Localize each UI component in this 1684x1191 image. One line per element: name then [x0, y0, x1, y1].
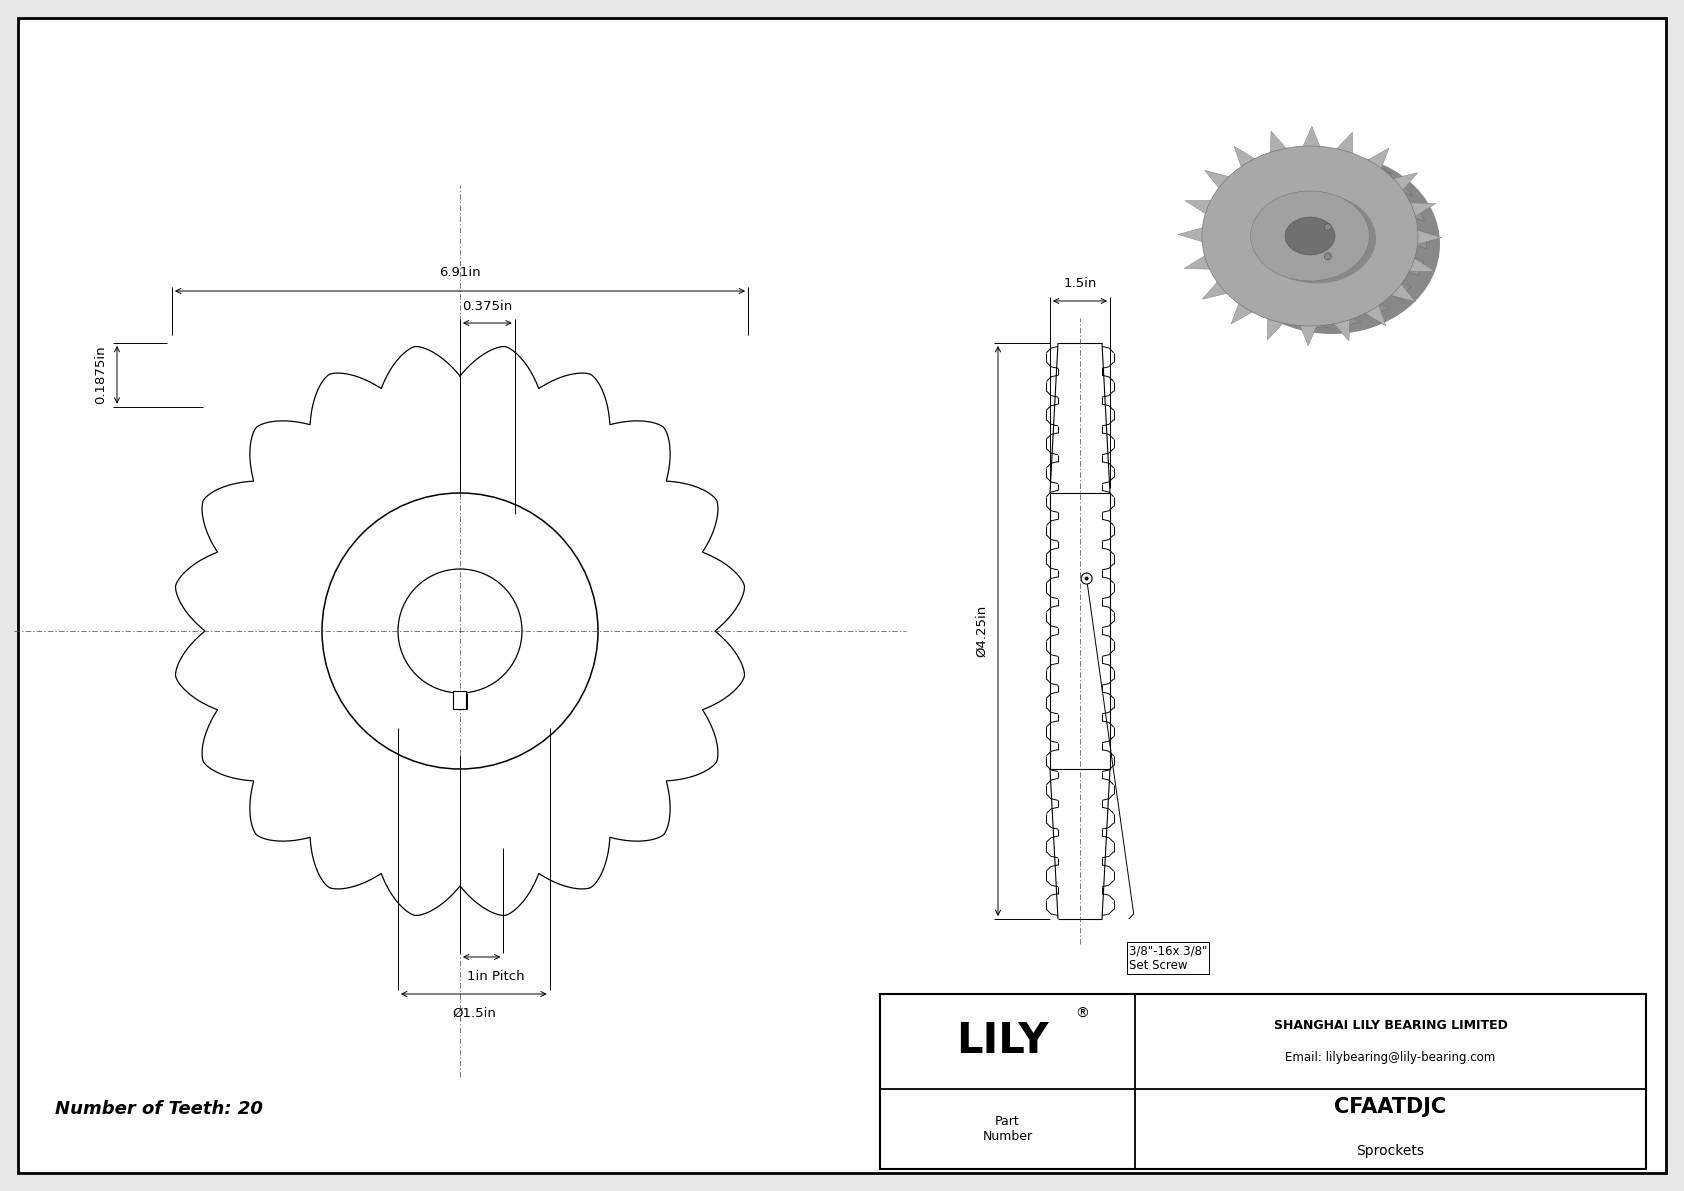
Polygon shape — [1270, 131, 1288, 155]
Polygon shape — [1186, 200, 1212, 214]
Polygon shape — [1406, 257, 1423, 275]
Text: Ø4.25in: Ø4.25in — [975, 605, 989, 657]
Polygon shape — [1406, 257, 1435, 272]
Polygon shape — [1415, 230, 1426, 249]
Polygon shape — [1415, 230, 1442, 245]
Polygon shape — [1332, 318, 1361, 326]
Polygon shape — [1408, 202, 1436, 217]
Text: LILY: LILY — [957, 1021, 1049, 1062]
Ellipse shape — [1258, 193, 1376, 283]
Polygon shape — [1300, 324, 1317, 345]
Polygon shape — [1234, 146, 1256, 169]
Text: Number of Teeth: 20: Number of Teeth: 20 — [56, 1100, 263, 1118]
Polygon shape — [1270, 150, 1298, 158]
Text: 0.375in: 0.375in — [461, 300, 512, 313]
Polygon shape — [1221, 177, 1243, 193]
Bar — [881, 994, 1645, 1170]
Polygon shape — [1207, 200, 1224, 219]
Polygon shape — [1300, 324, 1329, 328]
Polygon shape — [1335, 132, 1352, 155]
Text: Email: lilybearing@lily-bearing.com: Email: lilybearing@lily-bearing.com — [1285, 1050, 1495, 1064]
Circle shape — [1324, 224, 1332, 231]
Polygon shape — [1184, 255, 1212, 269]
Text: Ø1.5in: Ø1.5in — [451, 1008, 495, 1019]
Polygon shape — [1268, 317, 1285, 339]
Polygon shape — [1391, 173, 1418, 192]
Polygon shape — [1302, 126, 1320, 148]
Polygon shape — [1219, 280, 1239, 297]
Polygon shape — [1179, 227, 1204, 242]
Text: 1.5in: 1.5in — [1063, 278, 1096, 289]
Polygon shape — [1408, 202, 1425, 222]
Circle shape — [1324, 252, 1332, 260]
Text: 6.91in: 6.91in — [440, 266, 482, 279]
Circle shape — [1081, 573, 1093, 584]
Text: ®: ® — [1076, 1008, 1090, 1021]
Polygon shape — [1332, 318, 1351, 341]
Text: Part
Number: Part Number — [982, 1115, 1032, 1142]
Ellipse shape — [1285, 217, 1335, 255]
Text: 1in Pitch: 1in Pitch — [466, 969, 524, 983]
Polygon shape — [1366, 161, 1391, 174]
Text: Sprockets: Sprockets — [1357, 1143, 1425, 1158]
Text: CFAATDJC: CFAATDJC — [1334, 1097, 1447, 1117]
Bar — [453, 691, 466, 709]
Text: SHANGHAI LILY BEARING LIMITED: SHANGHAI LILY BEARING LIMITED — [1273, 1018, 1507, 1031]
Polygon shape — [1335, 150, 1364, 160]
Circle shape — [1084, 576, 1088, 580]
Polygon shape — [1206, 255, 1223, 273]
Ellipse shape — [1251, 191, 1369, 281]
Text: 3/8"-16x 3/8"
Set Screw: 3/8"-16x 3/8" Set Screw — [1128, 944, 1207, 972]
Ellipse shape — [1202, 146, 1418, 326]
Polygon shape — [1364, 304, 1389, 316]
Polygon shape — [1366, 148, 1389, 170]
Ellipse shape — [1224, 154, 1440, 333]
Polygon shape — [1389, 282, 1416, 301]
Polygon shape — [1231, 301, 1255, 324]
Text: 0.1875in: 0.1875in — [94, 345, 108, 404]
Polygon shape — [1202, 280, 1229, 299]
Polygon shape — [1391, 179, 1413, 195]
Polygon shape — [1389, 282, 1411, 299]
Polygon shape — [1268, 317, 1295, 325]
Polygon shape — [1204, 170, 1231, 189]
Polygon shape — [1239, 301, 1265, 314]
Polygon shape — [1364, 304, 1386, 325]
Polygon shape — [1241, 160, 1268, 173]
Polygon shape — [1204, 227, 1216, 247]
Polygon shape — [1302, 148, 1332, 152]
